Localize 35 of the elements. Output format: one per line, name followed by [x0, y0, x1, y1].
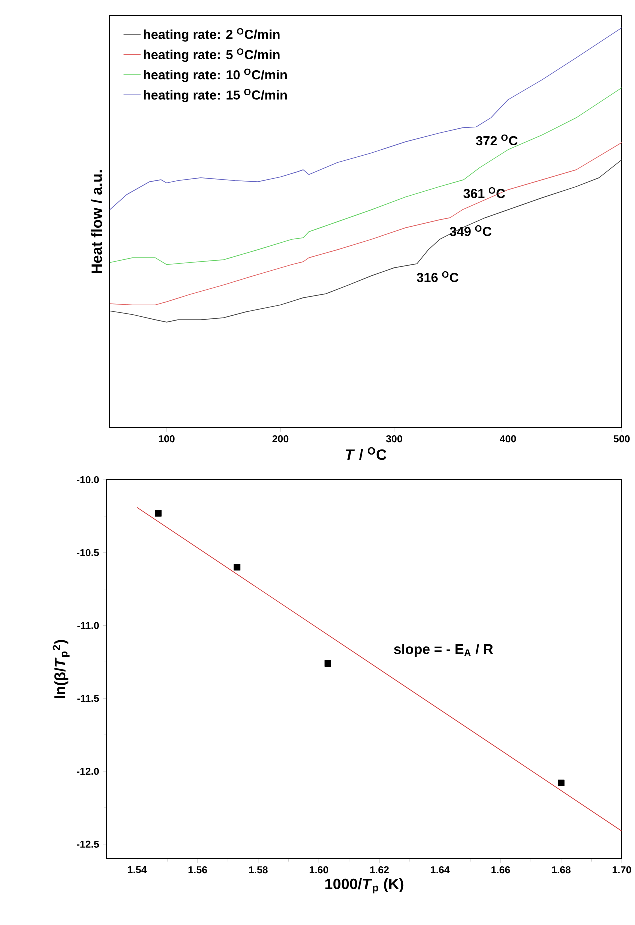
y-tick-label: -11.0 — [78, 622, 100, 630]
y-axis-title: Heat flow / a.u. — [91, 170, 102, 274]
x-tick-label: 1.58 — [249, 866, 268, 874]
y-axis-title: ln(β/T$_{p}$$^{2}$) — [52, 640, 70, 698]
y-tick-label: -10.5 — [77, 549, 100, 556]
annotation: slope = - E$_{A}$ / R — [394, 644, 494, 658]
x-tick-label: 1.68 — [552, 866, 571, 874]
y-tick-label: -10.0 — [77, 476, 100, 484]
x-tick-label: 1.70 — [612, 866, 632, 874]
x-axis-title: 1000/T$_{p}$ (K) — [326, 878, 404, 894]
x-tick-label: 300 — [386, 436, 402, 443]
legend-label: heating rate: 5 $^{O}$C/min — [144, 48, 280, 62]
y-tick-label: -11.5 — [78, 695, 100, 702]
annotation: 316 $^{O}$C — [417, 272, 459, 282]
legend-label: heating rate: 15 $^{O}$C/min — [144, 89, 287, 103]
annotation: 372 $^{O}$C — [476, 134, 518, 146]
x-tick-label: 1.60 — [310, 866, 328, 874]
point — [234, 564, 241, 571]
legend-label: heating rate: 2 $^{O}$C/min — [144, 28, 280, 42]
x-tick-label: 100 — [159, 436, 175, 443]
x-axis-title: T / $^{O}$C — [346, 447, 387, 460]
x-tick-label: 1.54 — [128, 866, 147, 874]
x-tick-label: 1.64 — [431, 866, 450, 874]
y-tick-label: -12.5 — [77, 840, 100, 848]
x-tick-label: 1.66 — [492, 866, 510, 874]
point — [155, 510, 162, 517]
x-tick-label: 500 — [614, 436, 630, 443]
x-tick-label: 1.62 — [370, 866, 389, 874]
x-tick-label: 1.56 — [188, 866, 208, 874]
y-tick-label: -12.0 — [77, 768, 100, 776]
point — [558, 780, 565, 787]
point — [324, 660, 332, 668]
x-tick-label: 400 — [500, 436, 516, 443]
x-tick-label: 200 — [272, 436, 289, 443]
legend-label: heating rate: 10 $^{O}$C/min — [144, 68, 287, 82]
